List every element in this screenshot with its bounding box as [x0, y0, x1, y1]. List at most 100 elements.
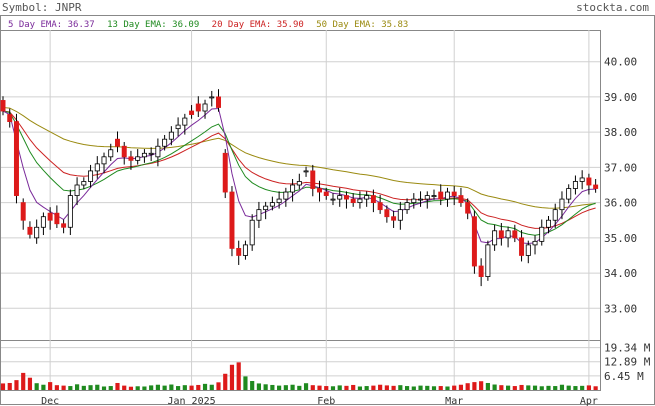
candle-body: [444, 191, 450, 200]
volume-bar: [0, 383, 6, 390]
volume-bar: [303, 383, 309, 390]
candle-body: [559, 198, 565, 211]
volume-bar: [128, 386, 134, 390]
volume-bar: [169, 384, 174, 390]
volume-bar: [202, 383, 208, 390]
candle-body: [431, 195, 437, 197]
volume-bar: [492, 384, 497, 390]
volume-bar: [472, 382, 477, 390]
candle-body: [189, 110, 195, 115]
candle-body: [182, 117, 188, 126]
candle-body: [397, 209, 403, 221]
ema13-line: [2, 110, 596, 236]
candle-body: [216, 96, 221, 108]
volume-bar: [256, 383, 261, 390]
candle-body: [290, 184, 296, 193]
candle-body: [532, 240, 538, 246]
y-tick-label: 38.00: [604, 126, 637, 139]
candle-body: [505, 230, 511, 239]
volume-bar: [209, 384, 214, 390]
candle-body: [465, 202, 471, 214]
candle-body: [108, 149, 114, 158]
candle-body: [236, 248, 242, 256]
y-tick-label: 40.00: [604, 56, 637, 69]
volume-bar: [532, 385, 538, 390]
candle-body: [525, 244, 531, 256]
volume-bar: [357, 386, 363, 390]
candle-body: [148, 152, 154, 155]
x-tick-label: Mar: [445, 396, 463, 406]
volume-bar: [566, 385, 571, 390]
volume-bar: [115, 382, 120, 390]
volume-bar: [465, 383, 470, 390]
ema50-line: [2, 107, 596, 209]
candle-body: [404, 202, 410, 211]
x-tick-label: Feb: [317, 396, 335, 406]
volume-bar: [411, 386, 416, 390]
candle-body: [593, 184, 599, 189]
volume-bar: [243, 376, 248, 390]
candle-body: [586, 177, 592, 186]
volume-bar: [290, 384, 295, 390]
candle-body: [276, 198, 282, 204]
volume-bar: [7, 382, 12, 390]
candle-body: [47, 212, 53, 221]
volume-bar: [263, 384, 268, 390]
volume-bar: [485, 382, 490, 390]
candle-body: [114, 138, 120, 147]
volume-frame: [0, 340, 601, 391]
y-tick-label: 35.00: [604, 232, 637, 245]
candle-body: [168, 131, 174, 140]
candle-body: [330, 198, 336, 201]
volume-bar: [371, 385, 376, 390]
candle-body: [572, 181, 578, 189]
candle-body: [418, 198, 424, 201]
candle-body: [384, 209, 390, 218]
volume-bar: [452, 385, 457, 390]
candle-body: [519, 237, 525, 256]
volume-bar: [236, 362, 241, 390]
ema50-legend-item: 50 Day EMA: 35.83: [316, 20, 409, 30]
volume-bar: [505, 385, 511, 390]
candle-body: [377, 202, 383, 211]
volume-bar: [88, 385, 93, 390]
ema20-line: [2, 110, 596, 229]
volume-bar: [48, 382, 53, 390]
x-tick-label: Apr: [580, 396, 598, 406]
volume-bar: [155, 384, 160, 390]
volume-bar: [61, 385, 66, 390]
candle-body: [54, 212, 60, 225]
candle-body: [222, 152, 228, 193]
volume-bar: [189, 385, 194, 390]
volume-bar: [337, 385, 342, 390]
volume-bar: [580, 385, 585, 390]
candle-body: [242, 244, 248, 256]
candle-body: [323, 191, 329, 196]
candle-body: [539, 226, 545, 242]
volume-tick-label: 12.89 M: [604, 356, 651, 369]
volume-bar: [223, 373, 228, 390]
x-tick-label: Dec: [41, 396, 59, 406]
candle-body: [40, 216, 46, 228]
volume-bar: [162, 385, 167, 390]
volume-bar: [330, 386, 336, 390]
volume-bar: [519, 384, 524, 390]
candle-body: [249, 219, 255, 246]
candle-body: [269, 202, 275, 207]
candle-body: [94, 163, 100, 172]
volume-bar: [425, 385, 430, 390]
candle-body: [357, 198, 363, 204]
volume-bar: [297, 385, 302, 390]
candle-body: [141, 152, 147, 158]
volume-bar: [41, 384, 46, 390]
volume-bar: [149, 385, 154, 390]
volume-bar: [142, 386, 147, 390]
candle-body: [438, 191, 444, 200]
candle-body: [283, 191, 289, 200]
candle-body: [579, 177, 585, 182]
candle-body: [229, 191, 235, 249]
x-tick-label: Jan 2025: [167, 396, 215, 406]
candle-body: [74, 184, 80, 196]
candle-body: [370, 195, 376, 204]
volume-bar: [586, 385, 591, 390]
